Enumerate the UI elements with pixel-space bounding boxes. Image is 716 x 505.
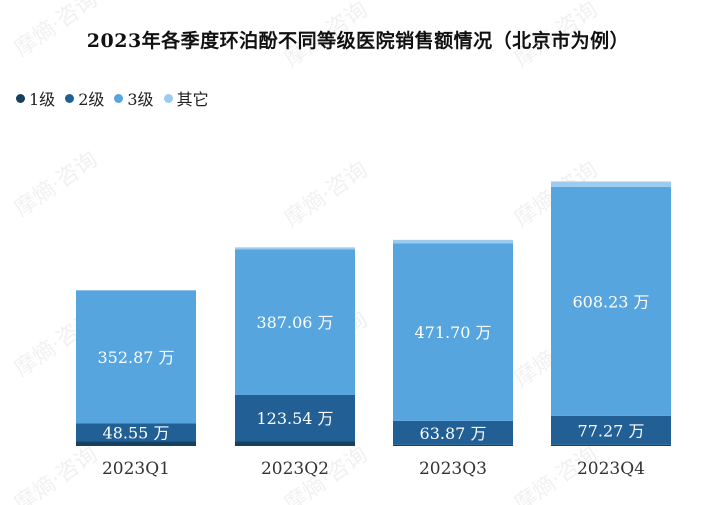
- legend-label-2: 2级: [78, 90, 105, 109]
- bar-2023Q3-3级: [393, 243, 513, 421]
- legend-label-1: 1级: [29, 90, 56, 109]
- bar-2023Q4-1级: [551, 444, 671, 446]
- bar-2023Q4-2级: [551, 415, 671, 445]
- data-label-2023Q1-2级: 48.55 万: [103, 423, 170, 442]
- x-tick-label-2023Q1: 2023Q1: [102, 459, 170, 479]
- watermark-text: 摩熵·咨询: [10, 147, 102, 222]
- bar-2023Q4-3级: [551, 186, 671, 416]
- x-tick-label-2023Q3: 2023Q3: [419, 459, 487, 479]
- bar-2023Q2-2级: [235, 394, 355, 442]
- data-label-2023Q1-3级: 352.87 万: [97, 348, 174, 367]
- bar-2023Q1-2级: [76, 423, 196, 442]
- watermark-text: 摩熵·咨询: [280, 0, 372, 72]
- watermark-text: 摩熵·咨询: [510, 0, 602, 72]
- legend-label-3: 3级: [127, 90, 154, 109]
- bar-2023Q2-其它: [235, 247, 355, 250]
- data-label-2023Q4-2级: 77.27 万: [578, 421, 645, 440]
- legend-marker-3: [114, 93, 124, 103]
- x-tick-label-2023Q4: 2023Q4: [577, 459, 645, 479]
- legend-marker-4: [163, 93, 173, 103]
- legend-item-1: 1级: [16, 86, 55, 110]
- bar-2023Q1-3级: [76, 290, 196, 424]
- legend-marker-1: [16, 93, 25, 103]
- chart-title: 2023年各季度环泊酚不同等级医院销售额情况（北京市为例）: [86, 30, 630, 52]
- bar-2023Q3-1级: [393, 444, 513, 446]
- legend-item-2: 2级: [65, 86, 104, 110]
- bar-2023Q2-1级: [235, 441, 355, 446]
- bar-2023Q4-其它: [551, 181, 671, 187]
- data-label-2023Q2-2级: 123.54 万: [256, 409, 333, 428]
- bar-2023Q1-1级: [76, 441, 196, 446]
- bar-2023Q2-3级: [235, 249, 355, 395]
- legend-item-4: 其它: [163, 86, 209, 110]
- data-label-2023Q3-3级: 471.70 万: [414, 323, 491, 342]
- watermark-text: 摩熵·咨询: [280, 157, 372, 232]
- data-label-2023Q2-3级: 387.06 万: [256, 313, 333, 332]
- x-tick-label-2023Q2: 2023Q2: [261, 459, 329, 479]
- chart-legend: 1级 2级 3级 其它: [16, 86, 209, 110]
- bar-2023Q3-其它: [393, 239, 513, 244]
- watermark-text: 摩熵·咨询: [10, 0, 102, 62]
- legend-label-4: 其它: [176, 90, 209, 109]
- bar-2023Q3-2级: [393, 420, 513, 445]
- legend-item-3: 3级: [114, 86, 154, 110]
- watermark-text: 摩熵·咨询: [10, 442, 102, 505]
- legend-marker-2: [65, 93, 75, 103]
- data-label-2023Q3-2级: 63.87 万: [420, 424, 487, 443]
- data-label-2023Q4-3级: 608.23 万: [572, 292, 649, 311]
